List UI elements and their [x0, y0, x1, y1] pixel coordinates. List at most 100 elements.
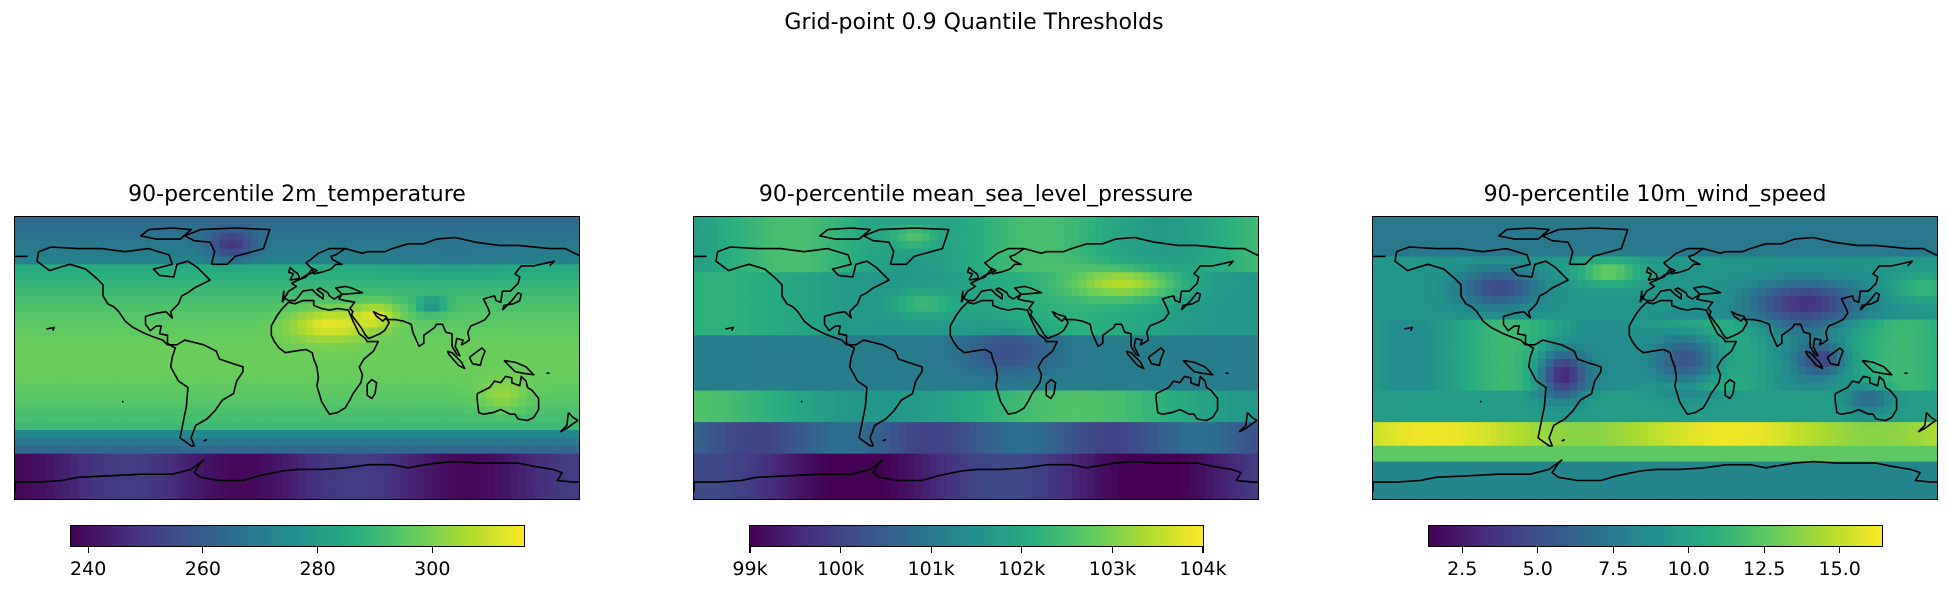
heatmap-cell [1110, 374, 1120, 384]
heatmap-cell [788, 374, 797, 384]
heatmap-cell [1008, 272, 1017, 281]
heatmap-cell [400, 493, 409, 499]
heatmap-cell [203, 461, 213, 471]
heatmap-cell [717, 343, 727, 352]
heatmap-cell [804, 422, 813, 431]
heatmap-cell [851, 327, 860, 336]
heatmap-cell [709, 295, 719, 305]
heatmap-cell [882, 366, 892, 376]
heatmap-cell [1142, 422, 1151, 431]
heatmap-cell [46, 461, 55, 471]
heatmap-cell [187, 485, 197, 494]
heatmap-cell [132, 295, 142, 305]
heatmap-cell [298, 461, 307, 471]
heatmap-cell [502, 398, 511, 407]
heatmap-cell [22, 240, 32, 250]
heatmap-cell [914, 232, 923, 242]
heatmap-cell [890, 272, 899, 281]
heatmap-cell [756, 319, 766, 329]
heatmap-cell [455, 485, 464, 494]
heatmap-cell [502, 366, 511, 376]
heatmap-cell [439, 240, 448, 250]
heatmap-cell [85, 343, 95, 352]
heatmap-cell [764, 295, 774, 305]
heatmap-cell [851, 240, 860, 250]
heatmap-cell [541, 351, 551, 360]
heatmap-cell [906, 303, 915, 313]
heatmap-cell [203, 477, 213, 486]
heatmap-cell [1016, 335, 1025, 344]
heatmap-cell [203, 288, 213, 297]
heatmap-cell [764, 232, 774, 242]
heatmap-cell [415, 366, 425, 376]
heatmap-cell [977, 264, 986, 273]
heatmap-cell [945, 406, 955, 415]
heatmap-cell [447, 217, 456, 226]
heatmap-cell [376, 430, 386, 439]
heatmap-cell [70, 343, 79, 352]
heatmap-cell [1079, 264, 1088, 273]
heatmap-cell [1039, 303, 1049, 313]
heatmap-cell [859, 382, 868, 392]
heatmap-cell [486, 217, 496, 226]
heatmap-cell [945, 430, 955, 439]
heatmap-cell [195, 406, 205, 415]
heatmap-cell [195, 232, 205, 242]
heatmap-cell [172, 445, 181, 455]
heatmap-cell [360, 390, 370, 400]
heatmap-cell [1142, 382, 1151, 392]
heatmap-cell [1228, 232, 1238, 242]
heatmap-cell [117, 382, 126, 392]
heatmap-cell [1039, 295, 1049, 305]
heatmap-cell [804, 437, 813, 447]
heatmap-cell [1204, 437, 1214, 447]
heatmap-cell [431, 374, 441, 384]
heatmap-cell [1157, 248, 1167, 258]
heatmap-cell [187, 445, 197, 455]
heatmap-cell [250, 295, 260, 305]
heatmap-cell [15, 288, 24, 297]
heatmap-cell [266, 414, 276, 423]
heatmap-cell [717, 264, 727, 273]
heatmap-cell [725, 295, 734, 305]
heatmap-cell [101, 272, 110, 281]
heatmap-cell [1094, 280, 1104, 289]
heatmap-cell [945, 319, 955, 329]
heatmap-cell [937, 374, 947, 384]
heatmap-cell [431, 280, 441, 289]
heatmap-cell [1197, 437, 1206, 447]
heatmap-cell [313, 295, 323, 305]
heatmap-cell [866, 351, 876, 360]
heatmap-cell [811, 264, 821, 273]
heatmap-cell [235, 422, 244, 431]
heatmap-cell [541, 343, 551, 352]
heatmap-cell [494, 217, 503, 226]
heatmap-cell [694, 311, 703, 321]
heatmap-cell [203, 217, 213, 226]
heatmap-cell [906, 217, 915, 226]
heatmap-cell [148, 422, 158, 431]
heatmap-cell [195, 264, 205, 273]
heatmap-cell [235, 477, 244, 486]
heatmap-cell [219, 280, 228, 289]
heatmap-cell [439, 217, 448, 226]
heatmap-cell [62, 327, 71, 336]
heatmap-cell [368, 327, 378, 336]
heatmap-cell [1134, 430, 1143, 439]
heatmap-cell [164, 359, 173, 368]
heatmap-cell [180, 264, 189, 273]
heatmap-cell [804, 264, 813, 273]
heatmap-cell [756, 469, 766, 478]
heatmap-cell [321, 359, 331, 368]
heatmap-cell [1197, 327, 1206, 336]
heatmap-cell [796, 343, 805, 352]
heatmap-cell [353, 414, 362, 423]
heatmap-cell [258, 232, 268, 242]
heatmap-cell [376, 422, 386, 431]
heatmap-cell [93, 256, 103, 265]
heatmap-cell [835, 445, 844, 455]
heatmap-cell [961, 335, 970, 344]
heatmap-cell [764, 437, 774, 447]
heatmap-cell [290, 359, 299, 368]
heatmap-cell [1039, 240, 1049, 250]
